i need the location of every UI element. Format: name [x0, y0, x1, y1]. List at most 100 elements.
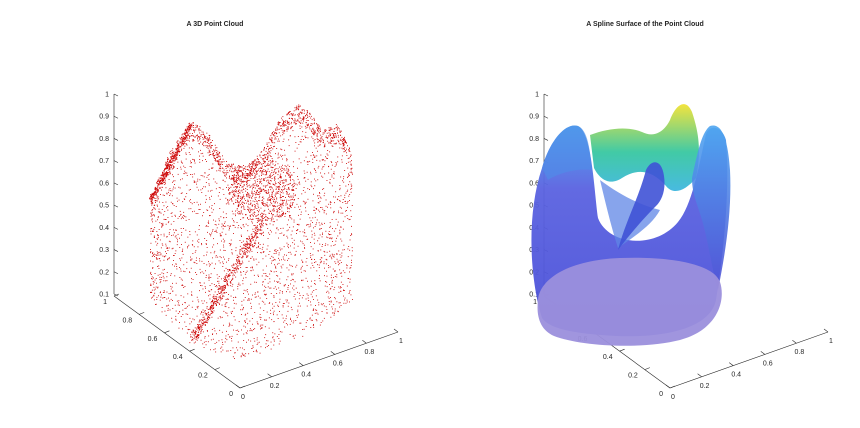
- cloud-point: [245, 246, 247, 248]
- cloud-point: [348, 219, 350, 221]
- cloud-point: [278, 188, 279, 190]
- cloud-point: [244, 198, 245, 200]
- cloud-point: [342, 143, 343, 145]
- cloud-point: [287, 122, 289, 123]
- cloud-point: [251, 238, 253, 239]
- cloud-point: [235, 210, 236, 212]
- cloud-point: [260, 225, 261, 227]
- cloud-point: [252, 200, 254, 202]
- cloud-point: [173, 151, 175, 153]
- cloud-point: [303, 244, 305, 246]
- cloud-point: [205, 274, 207, 276]
- cloud-point: [157, 286, 159, 288]
- cloud-point: [290, 123, 292, 125]
- cloud-point: [184, 172, 186, 174]
- cloud-point: [196, 274, 198, 275]
- cloud-point: [256, 231, 257, 233]
- cloud-point: [168, 257, 170, 259]
- cloud-point: [336, 276, 338, 278]
- cloud-point: [160, 254, 162, 256]
- cloud-point: [231, 280, 232, 281]
- cloud-point: [218, 276, 220, 277]
- cloud-point: [276, 127, 278, 129]
- cloud-point: [289, 111, 291, 113]
- cloud-point: [156, 238, 158, 240]
- cloud-point: [283, 123, 285, 125]
- cloud-point: [285, 181, 287, 183]
- cloud-point: [287, 126, 289, 128]
- cloud-point: [154, 188, 156, 190]
- cloud-point: [240, 179, 242, 180]
- cloud-point: [261, 202, 263, 203]
- cloud-point: [231, 191, 233, 193]
- cloud-point: [215, 188, 217, 190]
- cloud-point: [330, 300, 332, 302]
- cloud-point: [180, 268, 182, 270]
- cloud-point: [313, 232, 315, 234]
- cloud-point: [185, 137, 187, 139]
- cloud-point: [348, 157, 350, 159]
- cloud-point: [243, 188, 244, 190]
- cloud-point: [279, 187, 281, 189]
- cloud-point: [275, 173, 277, 174]
- cloud-point: [163, 290, 165, 292]
- cloud-point: [228, 307, 230, 309]
- cloud-point: [237, 206, 239, 207]
- cloud-point: [344, 150, 346, 152]
- cloud-point: [156, 194, 157, 196]
- cloud-point: [284, 121, 286, 123]
- cloud-x-tick-label: 0: [241, 394, 245, 401]
- cloud-point: [251, 306, 252, 308]
- cloud-point: [242, 247, 244, 249]
- cloud-point: [287, 171, 289, 173]
- cloud-point: [234, 186, 236, 187]
- cloud-point: [243, 202, 245, 204]
- cloud-point: [167, 160, 168, 162]
- cloud-point: [172, 188, 174, 190]
- cloud-point: [247, 230, 249, 232]
- cloud-point: [287, 299, 288, 301]
- cloud-point: [153, 228, 155, 230]
- cloud-point: [191, 166, 192, 168]
- cloud-point: [268, 303, 270, 304]
- cloud-point: [227, 276, 229, 278]
- cloud-point: [293, 183, 295, 185]
- cloud-point: [304, 247, 306, 249]
- cloud-point: [314, 283, 315, 284]
- cloud-point: [333, 277, 334, 278]
- cloud-point: [281, 149, 283, 151]
- cloud-point: [233, 297, 235, 298]
- cloud-point: [262, 281, 264, 283]
- cloud-point: [274, 177, 276, 179]
- cloud-point: [177, 161, 179, 163]
- cloud-point: [252, 267, 253, 269]
- cloud-point: [291, 237, 293, 239]
- cloud-point: [261, 190, 263, 191]
- cloud-point: [304, 135, 306, 137]
- cloud-point: [243, 349, 245, 351]
- cloud-point: [271, 191, 273, 193]
- cloud-point: [263, 154, 265, 156]
- cloud-point: [172, 247, 174, 249]
- cloud-point: [226, 171, 228, 173]
- cloud-point: [334, 196, 336, 198]
- cloud-point: [306, 171, 308, 173]
- cloud-point: [278, 215, 280, 217]
- cloud-point: [261, 221, 263, 223]
- cloud-point: [264, 303, 266, 305]
- cloud-point: [150, 283, 152, 285]
- cloud-point: [196, 126, 197, 128]
- cloud-point: [224, 341, 226, 343]
- cloud-point: [256, 179, 258, 180]
- cloud-point: [320, 134, 322, 136]
- cloud-point: [282, 200, 284, 202]
- cloud-point: [162, 292, 164, 293]
- cloud-point: [150, 260, 151, 262]
- cloud-point: [328, 132, 330, 134]
- cloud-point: [286, 114, 288, 116]
- cloud-point: [312, 217, 314, 219]
- cloud-point: [230, 243, 232, 245]
- cloud-point: [299, 305, 301, 307]
- cloud-point: [184, 286, 186, 287]
- cloud-point: [288, 176, 290, 178]
